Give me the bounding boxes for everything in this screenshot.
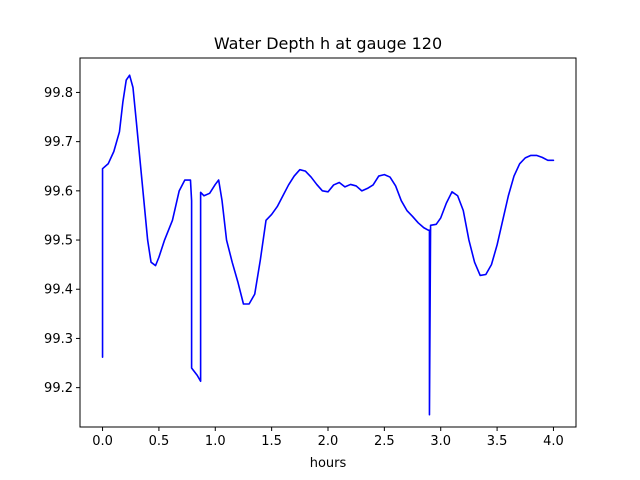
y-tick-label: 99.5 xyxy=(44,234,73,249)
x-tick-label: 3.0 xyxy=(430,434,451,449)
x-axis-label: hours xyxy=(310,456,347,471)
y-tick-label: 99.3 xyxy=(44,332,73,347)
y-tick-label: 99.2 xyxy=(44,381,73,396)
chart-title: Water Depth h at gauge 120 xyxy=(214,34,442,53)
x-tick-label: 4.0 xyxy=(543,434,564,449)
y-tick-label: 99.8 xyxy=(44,86,73,101)
water-depth-line xyxy=(101,74,555,416)
y-tick-label: 99.6 xyxy=(44,184,73,199)
x-tick-label: 2.5 xyxy=(374,434,395,449)
x-tick-label: 3.5 xyxy=(487,434,508,449)
y-tick-label: 99.7 xyxy=(44,135,73,150)
x-tick-label: 0.0 xyxy=(92,434,113,449)
x-tick-label: 1.0 xyxy=(205,434,226,449)
x-tick-label: 0.5 xyxy=(149,434,170,449)
x-tick-label: 2.0 xyxy=(318,434,339,449)
x-tick-label: 1.5 xyxy=(261,434,282,449)
y-tick-label: 99.4 xyxy=(44,283,73,298)
series-layer xyxy=(101,74,555,416)
plot-frame xyxy=(79,57,577,428)
ticks-layer: 0.0 0.5 1.0 1.5 2.0 2.5 3.0 3.5 4.0 99.2 99.3 99.4 9… xyxy=(44,86,564,449)
